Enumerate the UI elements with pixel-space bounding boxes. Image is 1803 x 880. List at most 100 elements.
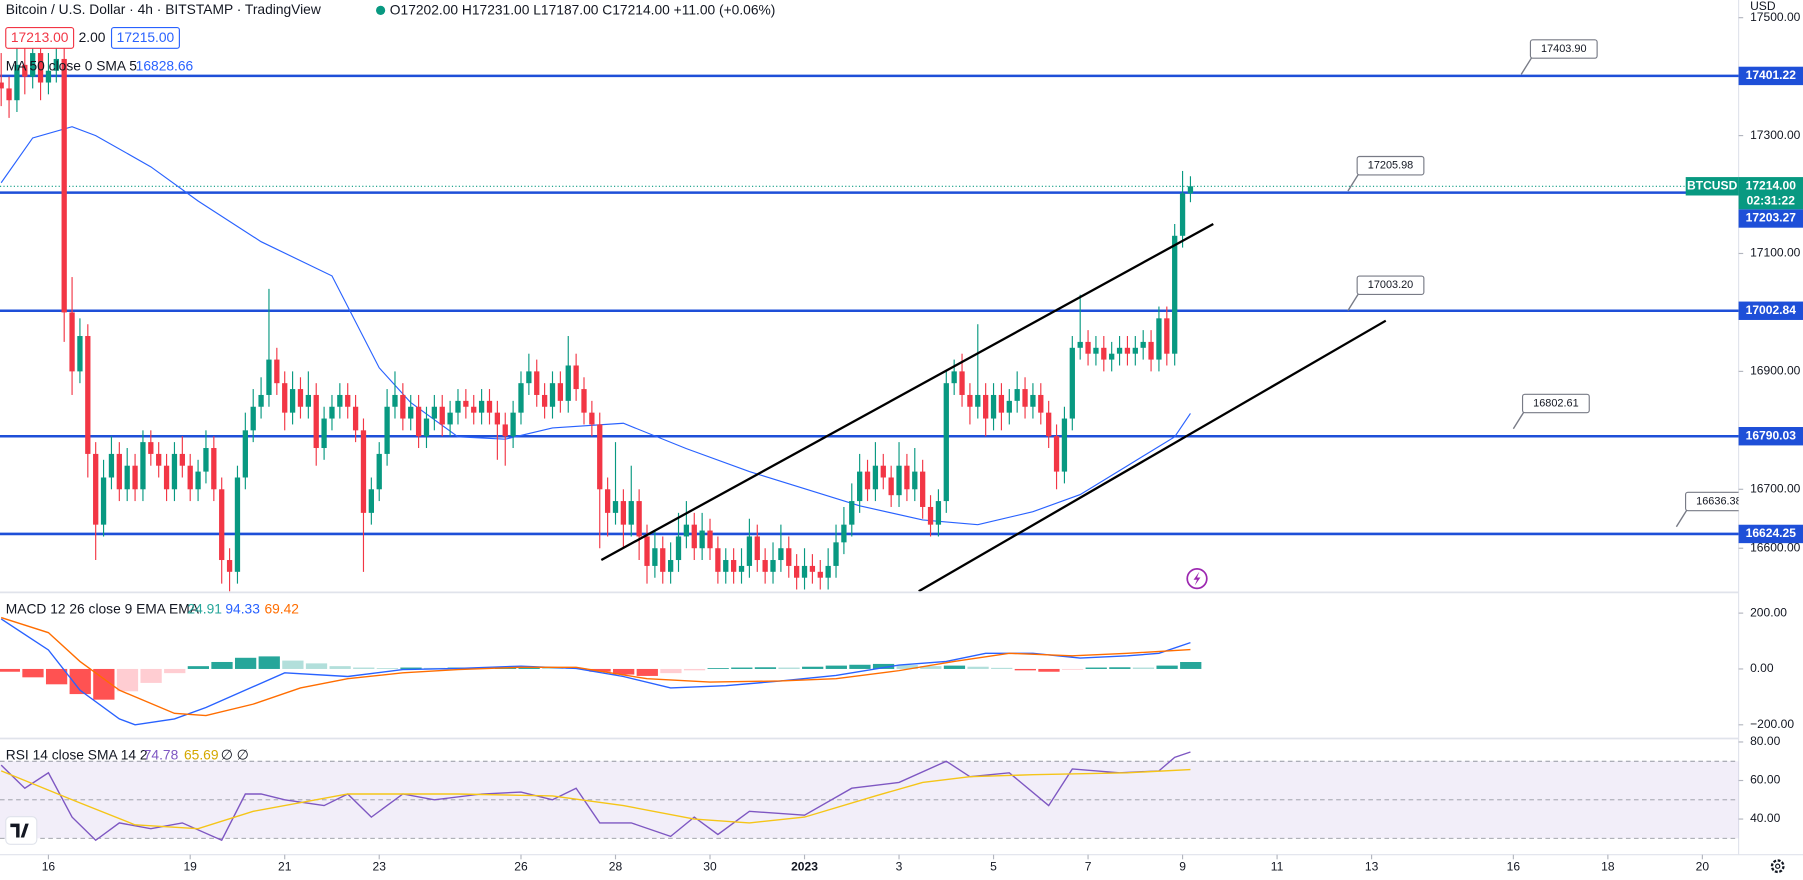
settings-icon[interactable]	[1770, 859, 1785, 874]
macd-histogram-bar	[825, 665, 847, 669]
callout-label: 17403.90	[1541, 43, 1586, 55]
macd-histogram-bar	[353, 667, 375, 669]
candle-body	[581, 389, 587, 413]
candle-body	[935, 501, 942, 525]
candle-body	[1132, 347, 1138, 354]
candle-body	[549, 383, 556, 407]
ask: 17215.00	[117, 30, 175, 45]
callout-pointer	[1520, 55, 1534, 75]
candle-body	[85, 336, 91, 454]
candle-body	[211, 448, 217, 490]
candle-body	[1006, 400, 1012, 413]
candle-body	[478, 400, 485, 413]
ask-box[interactable]	[110, 27, 180, 49]
y-tick-label: 17500.00	[1750, 10, 1801, 24]
candle-body	[400, 394, 406, 419]
candle-body	[1069, 347, 1075, 419]
candle-body	[368, 489, 374, 513]
x-tick-label: 5	[990, 860, 997, 874]
callout-box	[1356, 275, 1425, 296]
candle-body	[219, 489, 225, 561]
callout-pointer	[1512, 410, 1526, 430]
candle-body	[518, 383, 524, 413]
candle-body	[738, 565, 745, 572]
macd-histogram-bar	[920, 666, 942, 669]
logo-box[interactable]	[5, 816, 38, 845]
chart-title: Bitcoin / U.S. Dollar · 4h · BITSTAMP · …	[6, 2, 321, 17]
candle-body	[274, 359, 280, 384]
candle-body	[179, 453, 185, 466]
candle-body	[6, 88, 12, 101]
candle-body	[730, 560, 737, 572]
candle-body	[148, 442, 154, 454]
rsi-background	[0, 760, 1739, 839]
ma-legend: MA 50 close 0 SMA 5	[6, 58, 137, 73]
macd-line	[0, 616, 1191, 717]
candle-body	[746, 536, 753, 566]
rsi-line	[0, 768, 1191, 830]
candle-body	[258, 394, 264, 407]
level-label-box	[1738, 301, 1803, 320]
candle-body	[927, 506, 934, 525]
candle-body	[1101, 347, 1107, 360]
symbol-tag-box	[1685, 177, 1739, 196]
rsi-legend: RSI 14 close SMA 14 2	[6, 747, 148, 762]
candle-body	[1109, 353, 1115, 360]
callout-box	[1356, 155, 1425, 176]
candle-body	[345, 394, 351, 407]
candle-body	[1061, 418, 1068, 472]
candle-body	[376, 453, 382, 490]
candle-body	[1116, 347, 1123, 354]
candle-body	[557, 383, 564, 401]
close: C17214.00	[602, 2, 670, 17]
candle-body	[975, 394, 981, 407]
candle-body	[912, 471, 918, 490]
candle-body	[943, 383, 949, 502]
candle-body	[880, 465, 886, 478]
candle-body	[825, 565, 831, 578]
candle-body	[1014, 389, 1020, 401]
macd-histogram-bar	[400, 667, 422, 669]
axes: 17500.00 17300.00 17100.00 16900.00 16700.00…	[42, 10, 1803, 874]
candle-body	[597, 424, 603, 490]
candle-body	[534, 371, 540, 395]
candle-body	[329, 406, 335, 419]
candle-body	[1085, 341, 1091, 354]
rsi-y-tick-label: 60.00	[1750, 773, 1780, 787]
candle-body	[171, 453, 178, 490]
candle-body	[998, 394, 1005, 413]
settings-icon-center	[1775, 863, 1781, 869]
symbol-tag: BTCUSD	[1687, 178, 1738, 192]
macd-histogram-bar	[282, 660, 304, 669]
macd-histogram-bar	[731, 667, 753, 669]
macd-histogram-bar	[234, 657, 257, 669]
macd-signal-value: 69.42	[264, 601, 299, 616]
candle-body	[699, 530, 705, 549]
callout-box	[1685, 491, 1739, 512]
x-tick-label: 30	[703, 860, 717, 874]
macd-histogram-bar	[93, 668, 115, 700]
x-tick-label: 11	[1271, 860, 1284, 874]
candle-body	[707, 530, 713, 549]
last-price-label: 17214.00	[1746, 178, 1797, 192]
bid-box[interactable]	[5, 27, 75, 49]
countdown: 02:31:22	[1747, 193, 1796, 207]
candle-body	[1030, 394, 1036, 407]
candle-body	[313, 394, 319, 449]
x-tick-label: 2023	[791, 860, 818, 874]
candle-body	[1046, 412, 1052, 437]
macd-pane	[0, 616, 1202, 726]
y-tick-label: 16600.00	[1750, 540, 1801, 554]
macd-histogram-bar	[211, 661, 233, 669]
macd-histogram-bar	[69, 668, 91, 695]
candle-body	[14, 64, 20, 101]
candle-body	[1077, 341, 1083, 348]
candle-body	[486, 400, 493, 413]
candle-body	[1156, 318, 1162, 360]
level-label: 17401.22	[1746, 68, 1797, 82]
macd-legend: MACD 12 26 close 9 EMA EMA	[6, 601, 200, 616]
candle-body	[612, 501, 619, 513]
macd-histogram-bar	[258, 656, 280, 669]
